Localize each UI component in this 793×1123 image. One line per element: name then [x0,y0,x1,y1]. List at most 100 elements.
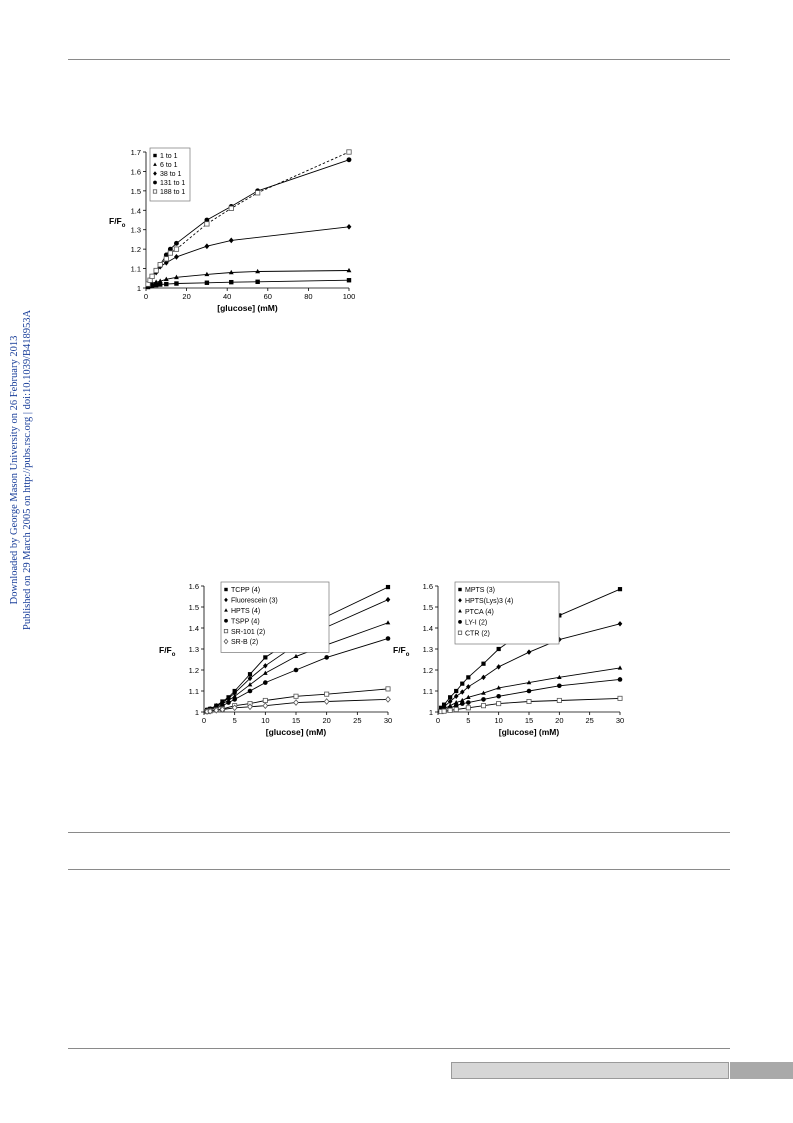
data-point [174,281,179,286]
legend-marker [223,629,229,634]
download-note-line-1[interactable]: Downloaded by George Mason University on… [9,335,20,605]
data-point [460,681,465,686]
y-tick-label: 1.2 [131,245,141,254]
data-point [454,688,459,694]
data-point [163,252,169,258]
legend-entry: 188 to 1 [160,189,185,196]
data-point [385,686,391,692]
legend: 1 to 1 6 to 1 38 to 1 131 to 1 188 to 1 [149,147,191,202]
header-rule [68,59,730,60]
data-point [346,149,352,155]
legend-marker [224,587,228,592]
y-tick-label: 1 [137,284,141,293]
series-5 [145,149,352,289]
data-point [481,661,486,666]
data-point [247,682,253,687]
data-point [164,281,169,287]
y-tick-label: 1.5 [131,187,141,196]
data-point [453,700,459,705]
legend-entry: SR-B (2) [231,639,258,646]
data-point [556,697,562,703]
data-point [232,690,237,696]
data-point [453,703,459,709]
legend-marker [458,620,462,624]
data-point [163,256,169,262]
data-point [496,701,502,707]
data-point [324,655,329,660]
legend-box [220,581,330,653]
data-point [255,268,261,274]
data-point [385,596,391,603]
y-axis-label: F/Fo [109,216,126,229]
data-point [293,699,299,706]
legend-marker [224,608,228,612]
data-point [293,667,299,673]
x-tick-label: 0 [202,716,206,725]
x-tick-label: 15 [525,716,533,725]
data-point [346,278,352,283]
data-point [255,279,260,284]
section-rule-bottom [68,869,730,870]
y-tick-label: 1.1 [189,687,199,696]
data-point [346,223,352,230]
y-tick-label: 1.6 [131,167,141,176]
y-tick-label: 1.6 [423,582,433,591]
legend-entry: PTCA (4) [465,609,494,616]
data-point [385,620,391,625]
y-tick-label: 1.3 [423,645,433,654]
y-tick-label: 1.5 [189,603,199,612]
x-tick-label: 0 [436,716,440,725]
y-axis-label-subscript: o [122,223,126,229]
data-point [617,677,623,682]
download-note-line-2[interactable]: Published on 29 March 2005 on http://pub… [22,309,33,630]
data-point [496,646,501,652]
data-point [174,274,179,280]
data-point [526,680,532,685]
chart-top: 1 1.1 1.2 1.3 1.4 1.5 1.6 1.7 0 20 40 60 80 100 [gluco… [109,147,356,313]
data-point [158,282,163,287]
data-point [167,250,173,256]
legend-marker [153,162,157,166]
data-point [263,680,268,685]
x-tick-label: 20 [555,716,563,725]
y-tick-label: 1.1 [131,265,141,274]
x-tick-label: 0 [144,292,148,301]
data-point [263,663,268,669]
data-point [149,273,155,279]
y-tick-label: 1.4 [423,624,433,633]
footer-page-tab [730,1062,793,1079]
y-tick-label: 1.3 [189,645,199,654]
data-point [466,700,471,705]
x-tick-label: 15 [292,716,300,725]
legend-marker [153,153,157,158]
data-point [157,278,163,283]
data-point [496,685,501,690]
data-point [293,693,299,699]
data-point [204,280,210,285]
chart-bottom-left: 1 1.1 1.2 1.3 1.4 1.5 1.6 0 5 10 15 20 25 30 [glucose]… [159,581,392,737]
data-point [385,636,391,641]
legend-entry: 38 to 1 [160,171,182,178]
x-tick-label: 100 [343,292,356,301]
legend-marker [224,618,228,623]
data-point [557,683,562,689]
data-point [617,621,623,627]
x-tick-label: 40 [223,292,231,301]
legend: MPTS (3) HPTS(Lys)3 (4) PTCA (4) LY-I (2) CT… [454,581,560,645]
y-tick-label: 1.4 [189,624,199,633]
x-tick-label: 5 [233,716,237,725]
data-point [229,279,234,285]
legend-entry: Fluorescein (3) [231,598,278,605]
y-tick-label: 1.2 [189,666,199,675]
series-1 [145,278,352,290]
data-point [219,706,226,713]
y-tick-label: 1.5 [423,603,433,612]
data-point [385,696,391,703]
data-point [526,649,532,655]
data-point [453,693,459,699]
x-tick-label: 25 [353,716,361,725]
data-point [262,702,269,710]
y-tick-label: 1 [195,708,199,717]
data-point [255,190,261,196]
data-point [496,693,501,699]
